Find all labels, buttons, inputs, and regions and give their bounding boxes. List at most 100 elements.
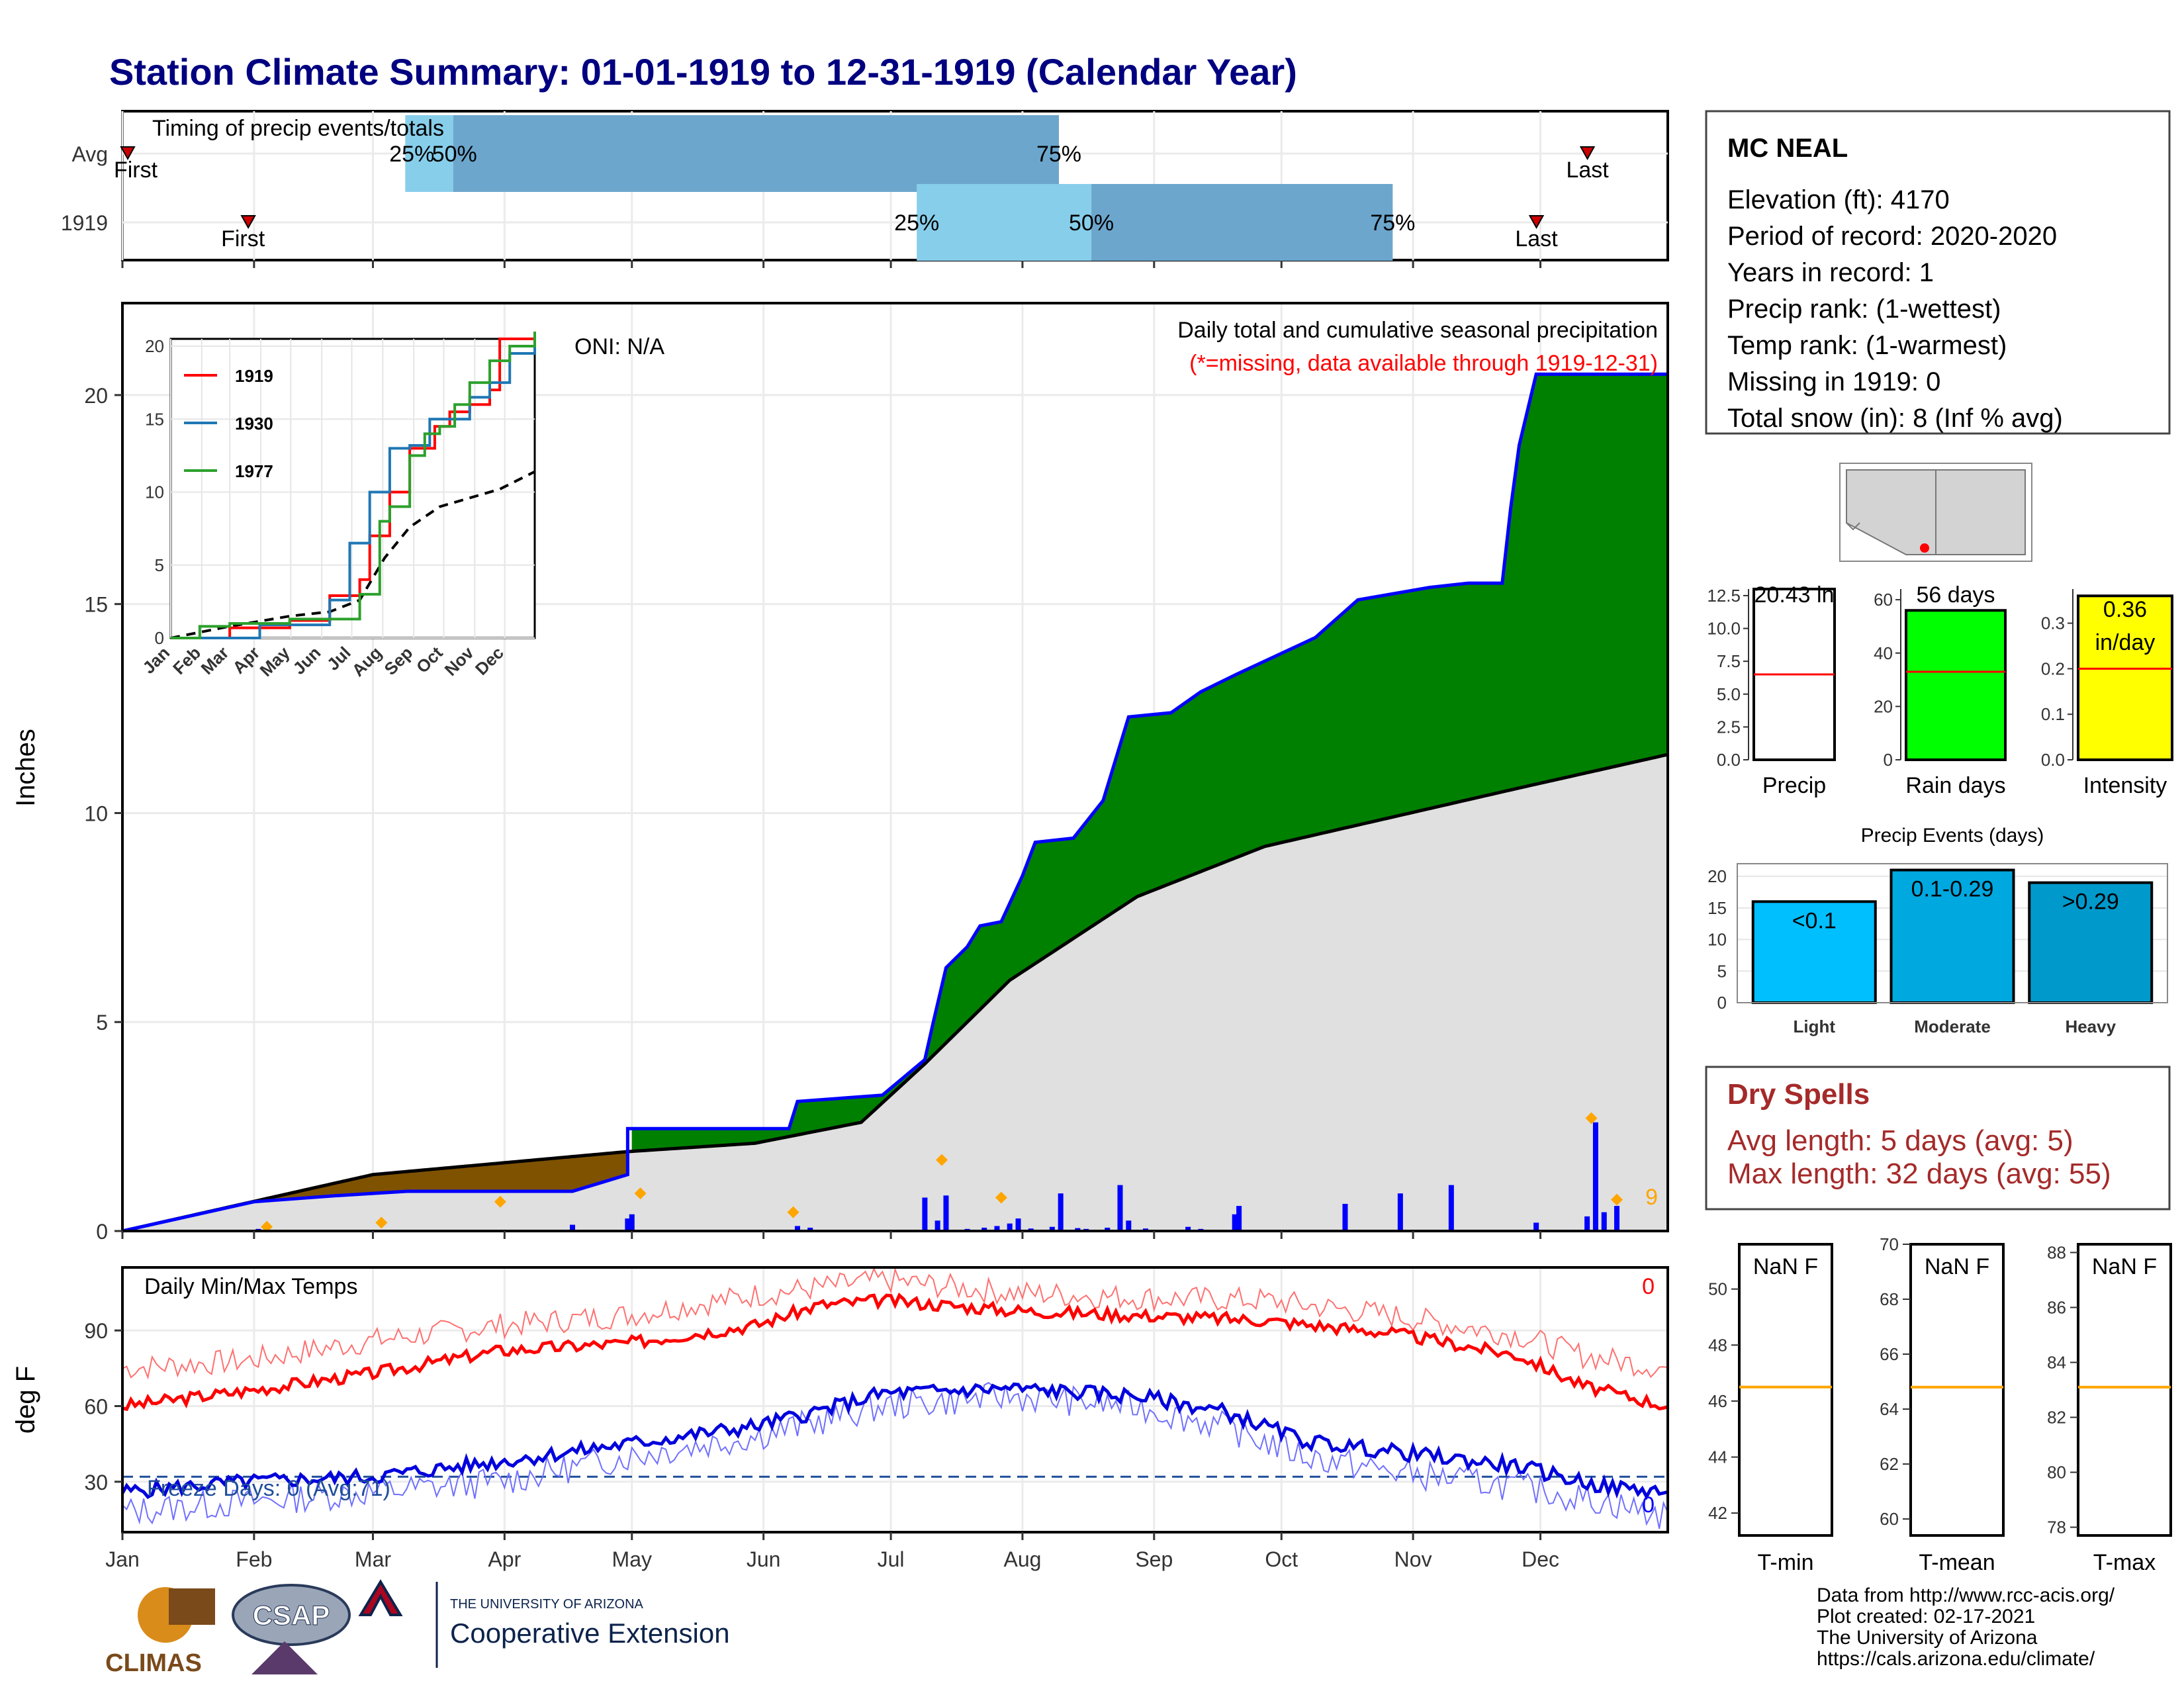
info-period: Period of record: 2020-2020 (1727, 222, 2057, 251)
precip-ytick-label-5: 12.5 (1707, 586, 1741, 606)
t-min-value-label: NaN F (1753, 1254, 1818, 1279)
station-info-frame (1705, 110, 2171, 435)
daily-precip-marker-7 (1585, 1112, 1598, 1124)
daily-precip-marker-3 (634, 1187, 647, 1200)
inset-chart: 05101520JanFebMarAprMayJunJulAugSepOctNo… (138, 331, 536, 680)
inset-average-line (170, 470, 535, 639)
ua-a-icon (358, 1579, 403, 1616)
month-label-feb: Feb (236, 1547, 272, 1571)
daily-precip-bar-34 (1614, 1206, 1620, 1231)
daily-precip-marker-8 (1611, 1193, 1623, 1206)
inset-ytick-15: 15 (145, 409, 164, 429)
precip-name-label: Precip (1762, 773, 1826, 798)
avg-75pct-label: 75% (1036, 142, 1081, 167)
intensity-ytick-label-3: 0.3 (2041, 614, 2065, 633)
events-bar-moderate (1889, 868, 2015, 1004)
precip-ytick-label-10: 10 (84, 801, 108, 825)
info-years: Years in record: 1 (1727, 258, 1934, 287)
inset-series-1919 (171, 338, 535, 639)
month-label-nov: Nov (1394, 1547, 1432, 1571)
temperature-panel: 30 60 90 Daily Min/Max Temps 0 0 Freeze Da… (11, 1266, 1669, 1571)
info-elevation: Elevation (ft): 4170 (1727, 185, 1950, 214)
month-label-jan: Jan (105, 1547, 140, 1571)
events-ticks: 0 5 10 15 20 (1707, 866, 1727, 1013)
events-ytick-20: 20 (1707, 866, 1727, 886)
daily-precip-marker-6 (995, 1191, 1007, 1204)
events-bar-light (1751, 900, 1877, 1004)
rain-days-ytick-label-3: 60 (1874, 590, 1893, 610)
footer: CLIMAS CSAP THE UNIVERSITY OF ARIZONA Co… (105, 1579, 2115, 1677)
temp-y-label: deg F (11, 1366, 40, 1434)
month-label-aug: Aug (1003, 1547, 1041, 1571)
avg-timing-50-75-bar (453, 115, 1060, 192)
t-min-name-label: T-min (1758, 1550, 1814, 1575)
t-max-ytick-label-78: 78 (2047, 1518, 2066, 1537)
t-mean-ytick-label-70: 70 (1880, 1234, 1899, 1254)
map-state-newmexico (1935, 469, 2026, 555)
missing-note: (*=missing, data available through 1919-… (1189, 351, 1658, 376)
above-average-area (122, 374, 1668, 1231)
t-min-ytick-label-44: 44 (1708, 1447, 1727, 1467)
precip-ytick-label-20: 20 (84, 384, 108, 408)
summary-bar-charts: 0.0 2.5 5.0 7.5 10.0 12.5 20.43 in Precip 0 20 40 6… (1707, 582, 2173, 798)
dry-spells-avg: Avg length: 5 days (avg: 5) (1727, 1124, 2073, 1157)
station-info-box: MC NEAL Elevation (ft): 4170 Period of r… (1705, 110, 2171, 435)
precip-ytick-label-0: 0 (96, 1220, 108, 1244)
avg-first-label: First (114, 158, 158, 183)
t-min-ytick-label-46: 46 (1708, 1391, 1727, 1411)
month-label-mar: Mar (355, 1547, 391, 1571)
t-max-ytick-label-88: 88 (2047, 1242, 2066, 1262)
footer-line-3: The University of Arizona (1817, 1627, 2038, 1649)
daily-precip-bar-15 (1049, 1226, 1055, 1231)
t-max-box (2077, 1243, 2172, 1537)
t-mean-ytick-label-66: 66 (1880, 1344, 1899, 1364)
temp-count-bottom: 0 (1642, 1492, 1655, 1518)
temp-frame (121, 1266, 1669, 1533)
corner-count: 9 (1645, 1185, 1658, 1210)
oni-label: ONI: N/A (574, 334, 664, 359)
intensity-value-label-1: 0.36 (2103, 597, 2147, 622)
timing-title: Timing of precip events/totals (152, 116, 444, 141)
daily-precip-bar-27 (1342, 1203, 1348, 1231)
timing-row-year-label: 1919 (61, 211, 108, 235)
ua-big-text: Cooperative Extension (450, 1618, 730, 1649)
avg-50pct-label: 50% (432, 142, 477, 167)
daily-precip-bar-10 (981, 1227, 987, 1231)
precip-ytick-label-0: 0.0 (1717, 750, 1741, 770)
climas-mesa-icon (169, 1588, 215, 1625)
dry-spells-title: Dry Spells (1727, 1078, 1870, 1111)
daily-precip-bar-11 (994, 1226, 1000, 1231)
precip-events-chart: Precip Events (days) <0.1 Light 0.1-0.29 Mo… (1707, 825, 2168, 1036)
timing-row-avg-label: Avg (71, 142, 108, 166)
events-bars: <0.1 Light 0.1-0.29 Moderate >0.29 Heavy (1751, 868, 2154, 1036)
footer-line-2: Plot created: 02-17-2021 (1817, 1606, 2035, 1627)
daily-precip-bars (255, 1122, 1620, 1231)
year-last-label: Last (1515, 226, 1558, 251)
year-75pct-label: 75% (1370, 210, 1415, 236)
month-label-jun: Jun (747, 1547, 781, 1571)
precip-ytick-label-15: 15 (84, 593, 108, 617)
temp-title: Daily Min/Max Temps (144, 1274, 357, 1299)
daily-precip-bar-12 (1007, 1223, 1013, 1231)
year-cumulative-line (122, 372, 1668, 1233)
t-mean-value-label: NaN F (1925, 1254, 1989, 1279)
t-mean-ytick-label-64: 64 (1880, 1399, 1899, 1419)
inset-ytick-20: 20 (145, 336, 164, 356)
dry-spells-frame (1705, 1066, 2171, 1211)
daily-precip-bar-31 (1584, 1216, 1590, 1231)
month-label-may: May (612, 1547, 652, 1571)
inset-grid (170, 339, 535, 639)
freeze-days-label: Freeze Days: 0 (Avg:71) (147, 1476, 390, 1501)
t-mean-ytick-label-60: 60 (1880, 1509, 1899, 1529)
year-last-marker (1528, 215, 1545, 230)
month-label-oct: Oct (1265, 1547, 1298, 1571)
events-bar-label-moderate: 0.1-0.29 (1911, 877, 1994, 902)
ua-logo: THE UNIVERSITY OF ARIZONA Cooperative Ex… (358, 1579, 730, 1668)
temp-grid (121, 1267, 1668, 1532)
month-label-jul: Jul (878, 1547, 905, 1571)
station-name: MC NEAL (1727, 134, 1848, 163)
events-ytick-15: 15 (1707, 898, 1727, 918)
t-mean-ytick-label-68: 68 (1880, 1289, 1899, 1309)
daily-precip-bar-13 (1015, 1218, 1021, 1231)
